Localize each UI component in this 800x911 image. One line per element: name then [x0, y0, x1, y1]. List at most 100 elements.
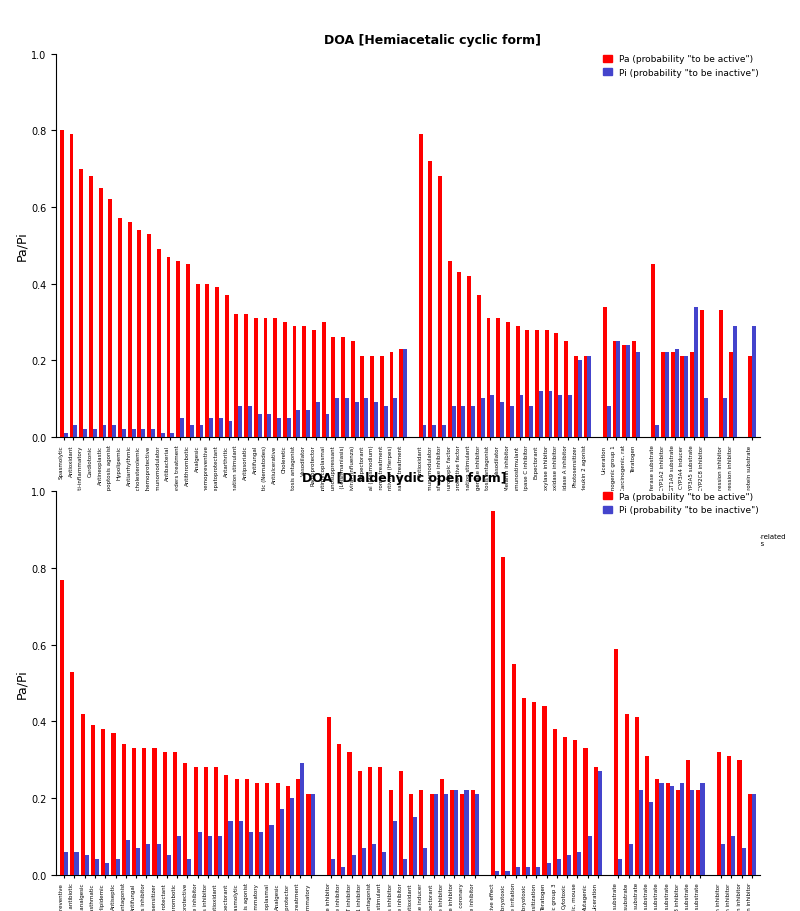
Bar	[729, 353, 733, 437]
Bar	[465, 791, 469, 875]
Bar	[645, 756, 649, 875]
Bar	[390, 353, 394, 437]
Bar	[519, 395, 523, 437]
Bar	[458, 272, 462, 437]
Text: Mechanisms of action: Mechanisms of action	[456, 587, 554, 596]
Bar	[389, 791, 393, 875]
Bar	[234, 315, 238, 437]
Bar	[60, 131, 64, 437]
Bar	[83, 430, 87, 437]
Bar	[266, 783, 270, 875]
Bar	[490, 395, 494, 437]
Bar	[474, 794, 479, 875]
Bar	[132, 430, 135, 437]
Bar	[380, 357, 384, 437]
Bar	[496, 319, 500, 437]
Bar	[454, 791, 458, 875]
Bar	[471, 406, 475, 437]
Bar	[462, 406, 466, 437]
Bar	[428, 162, 432, 437]
Text: Pharmacological effects: Pharmacological effects	[179, 587, 288, 596]
Bar	[748, 357, 752, 437]
Bar	[106, 863, 110, 875]
Bar	[354, 403, 358, 437]
Bar	[300, 763, 304, 875]
Bar	[374, 403, 378, 437]
Bar	[419, 791, 423, 875]
Bar	[341, 338, 345, 437]
Legend: Pa (probability "to be active"), Pi (probability "to be inactive"): Pa (probability "to be active"), Pi (pro…	[599, 52, 762, 81]
Bar	[358, 772, 362, 875]
Bar	[752, 326, 756, 437]
Bar	[93, 430, 97, 437]
Bar	[626, 345, 630, 437]
Bar	[277, 418, 281, 437]
Bar	[629, 844, 633, 875]
Bar	[142, 748, 146, 875]
Bar	[670, 353, 674, 437]
Bar	[384, 406, 388, 437]
Bar	[495, 871, 499, 875]
Bar	[136, 848, 140, 875]
Bar	[351, 855, 356, 875]
Bar	[347, 752, 351, 875]
Bar	[151, 430, 155, 437]
Bar	[655, 425, 659, 437]
Bar	[368, 767, 372, 875]
Bar	[331, 338, 335, 437]
Legend: Pa (probability "to be active"), Pi (probability "to be inactive"): Pa (probability "to be active"), Pi (pro…	[599, 489, 762, 518]
Bar	[274, 319, 277, 437]
Bar	[345, 399, 349, 437]
Bar	[731, 836, 735, 875]
Bar	[198, 833, 202, 875]
Bar	[60, 580, 64, 875]
Bar	[286, 418, 290, 437]
Bar	[293, 326, 297, 437]
Bar	[481, 399, 485, 437]
Bar	[208, 836, 212, 875]
Bar	[583, 357, 587, 437]
Bar	[636, 353, 640, 437]
Bar	[337, 744, 342, 875]
Bar	[563, 737, 567, 875]
Bar	[530, 406, 533, 437]
Bar	[719, 311, 723, 437]
Bar	[661, 353, 665, 437]
Bar	[238, 406, 242, 437]
Bar	[229, 821, 233, 875]
Bar	[659, 783, 663, 875]
Bar	[413, 817, 418, 875]
Bar	[310, 794, 314, 875]
Bar	[567, 855, 571, 875]
Bar	[214, 767, 218, 875]
Bar	[502, 557, 506, 875]
Bar	[335, 399, 339, 437]
Bar	[224, 775, 229, 875]
Bar	[132, 748, 136, 875]
Bar	[486, 319, 490, 437]
Bar	[450, 791, 454, 875]
Bar	[625, 714, 629, 875]
Bar	[568, 395, 572, 437]
Bar	[91, 725, 95, 875]
Bar	[267, 415, 271, 437]
Bar	[516, 867, 520, 875]
Bar	[738, 760, 742, 875]
Bar	[270, 824, 274, 875]
Bar	[553, 729, 557, 875]
Bar	[370, 357, 374, 437]
Bar	[399, 349, 403, 437]
Bar	[557, 859, 561, 875]
Bar	[153, 748, 157, 875]
Bar	[491, 511, 495, 875]
Bar	[372, 844, 376, 875]
Bar	[430, 794, 434, 875]
Bar	[101, 729, 106, 875]
Bar	[549, 392, 553, 437]
Text: DOA [Hemiacetalic cyclic form]: DOA [Hemiacetalic cyclic form]	[323, 34, 541, 47]
Bar	[423, 848, 427, 875]
Bar	[161, 434, 165, 437]
Bar	[460, 794, 465, 875]
Bar	[684, 357, 688, 437]
Bar	[477, 296, 481, 437]
